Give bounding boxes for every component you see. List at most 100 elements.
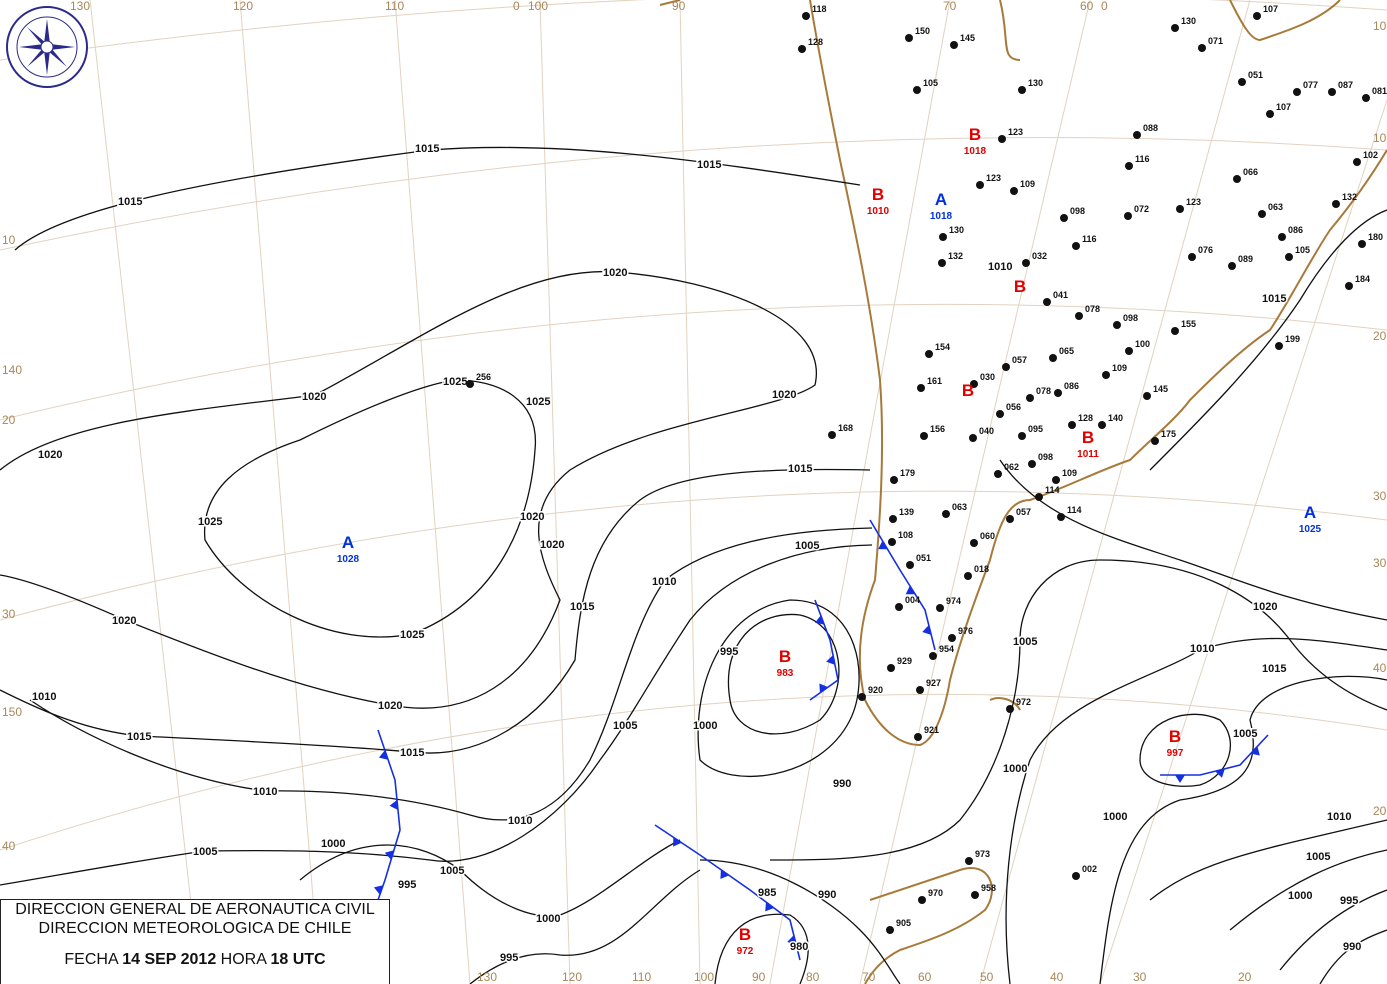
station-pressure: 130 (1181, 16, 1196, 26)
station-pressure: 098 (1038, 452, 1053, 462)
grid-label-right: 30 (1373, 556, 1387, 570)
grid-label-bottom: 100 (694, 970, 714, 984)
station-pressure: 081 (1372, 86, 1387, 96)
center-letter: B (1082, 428, 1094, 447)
station-pressure: 107 (1263, 4, 1278, 14)
cold-front-triangle (819, 683, 829, 693)
cold-front-triangle (765, 902, 774, 912)
center-value: 997 (1167, 748, 1184, 759)
grid-label-top: 60 (1080, 0, 1094, 13)
station-pressure: 123 (1186, 197, 1201, 207)
station-marker (925, 350, 933, 358)
station-marker (976, 181, 984, 189)
station-marker (906, 561, 914, 569)
station-marker (802, 12, 810, 20)
center-letter: B (1169, 727, 1181, 746)
station-marker (942, 510, 950, 518)
station-pressure: 056 (1006, 402, 1021, 412)
station-marker (888, 538, 896, 546)
station-pressure: 088 (1143, 123, 1158, 133)
isobar-label: 1020 (772, 389, 796, 401)
cold-front-triangle (1250, 746, 1260, 756)
grid-label-bottom: 30 (1133, 970, 1147, 984)
isobar-label: 1005 (440, 865, 464, 877)
cold-front-triangle (826, 655, 835, 665)
isobar-label: 1015 (415, 143, 439, 155)
station-pressure: 145 (1153, 384, 1168, 394)
isobar-label: 1000 (1288, 890, 1312, 902)
isobar-label: 1015 (118, 196, 142, 208)
center-value: 1028 (337, 554, 360, 565)
isobar-label: 1015 (1262, 293, 1286, 305)
isobar-label: 995 (720, 646, 738, 658)
station-marker (965, 857, 973, 865)
station-marker (998, 135, 1006, 143)
high-pressure-center: A 1018 (930, 190, 953, 222)
station-marker (971, 891, 979, 899)
station-pressure: 102 (1363, 150, 1378, 160)
station-pressure: 118 (812, 4, 827, 14)
station-pressure: 114 (1067, 505, 1082, 515)
isobar-label: 1010 (1190, 643, 1214, 655)
station-pressure: 100 (1135, 339, 1150, 349)
station-pressure: 078 (1085, 304, 1100, 314)
station-marker (1125, 347, 1133, 355)
station-pressure: 179 (900, 468, 915, 478)
isobar-label: 1020 (378, 700, 402, 712)
station-pressure: 123 (986, 173, 1001, 183)
title-line-1: DIRECCION GENERAL DE AERONAUTICA CIVIL (15, 901, 375, 918)
isobar-label: 990 (818, 889, 836, 901)
station-marker (950, 41, 958, 49)
station-marker (1018, 432, 1026, 440)
grid-label-right: 40 (1373, 661, 1387, 675)
isobar-label: 1005 (613, 720, 637, 732)
coastline (659, 0, 1387, 984)
title-box: DIRECCION GENERAL DE AERONAUTICA CIVIL D… (0, 899, 390, 984)
station-marker (1049, 354, 1057, 362)
cold-front (654, 824, 801, 961)
isobar-label: 1020 (603, 267, 627, 279)
station-pressure: 929 (897, 656, 912, 666)
isobar-label: 1025 (443, 376, 467, 388)
isobar-label: 1005 (193, 846, 217, 858)
station-marker (466, 380, 474, 388)
station-pressure: 116 (1082, 234, 1097, 244)
isobar-label: 990 (1343, 941, 1361, 953)
station-pressure: 051 (1248, 70, 1263, 80)
isobar-label: 995 (500, 952, 518, 964)
station-marker (1238, 78, 1246, 86)
station-marker (1151, 437, 1159, 445)
station-marker (886, 926, 894, 934)
center-letter: B (962, 381, 974, 400)
station-pressure: 078 (1036, 386, 1051, 396)
cold-front-triangle (815, 615, 825, 625)
station-pressure: 030 (980, 372, 995, 382)
station-marker (970, 380, 978, 388)
date-value: 14 SEP 2012 (122, 951, 217, 968)
station-pressure: 109 (1020, 179, 1035, 189)
isobar-label: 1015 (697, 159, 721, 171)
low-pressure-center: B 997 (1167, 727, 1184, 759)
station-pressure: 077 (1303, 80, 1318, 90)
pressure-centers: A1028B983B972B997A1025B1010A1018B1018BBB… (337, 125, 1322, 957)
cold-front-triangle (922, 625, 932, 635)
isobar-label: 1020 (540, 539, 564, 551)
station-marker (890, 476, 898, 484)
isobar-label: 1005 (1233, 728, 1257, 740)
station-pressure: 132 (948, 251, 963, 261)
center-letter: B (872, 185, 884, 204)
station-marker (858, 693, 866, 701)
grid-label-left: 140 (2, 363, 22, 377)
station-marker (917, 384, 925, 392)
center-letter: B (969, 125, 981, 144)
station-pressure: 123 (1008, 127, 1023, 137)
station-pressure: 040 (979, 426, 994, 436)
hora-label: HORA (220, 951, 267, 968)
station-pressure: 973 (975, 849, 990, 859)
station-marker (1176, 205, 1184, 213)
station-pressure: 156 (930, 424, 945, 434)
station-pressure: 004 (905, 595, 920, 605)
station-marker (1171, 327, 1179, 335)
